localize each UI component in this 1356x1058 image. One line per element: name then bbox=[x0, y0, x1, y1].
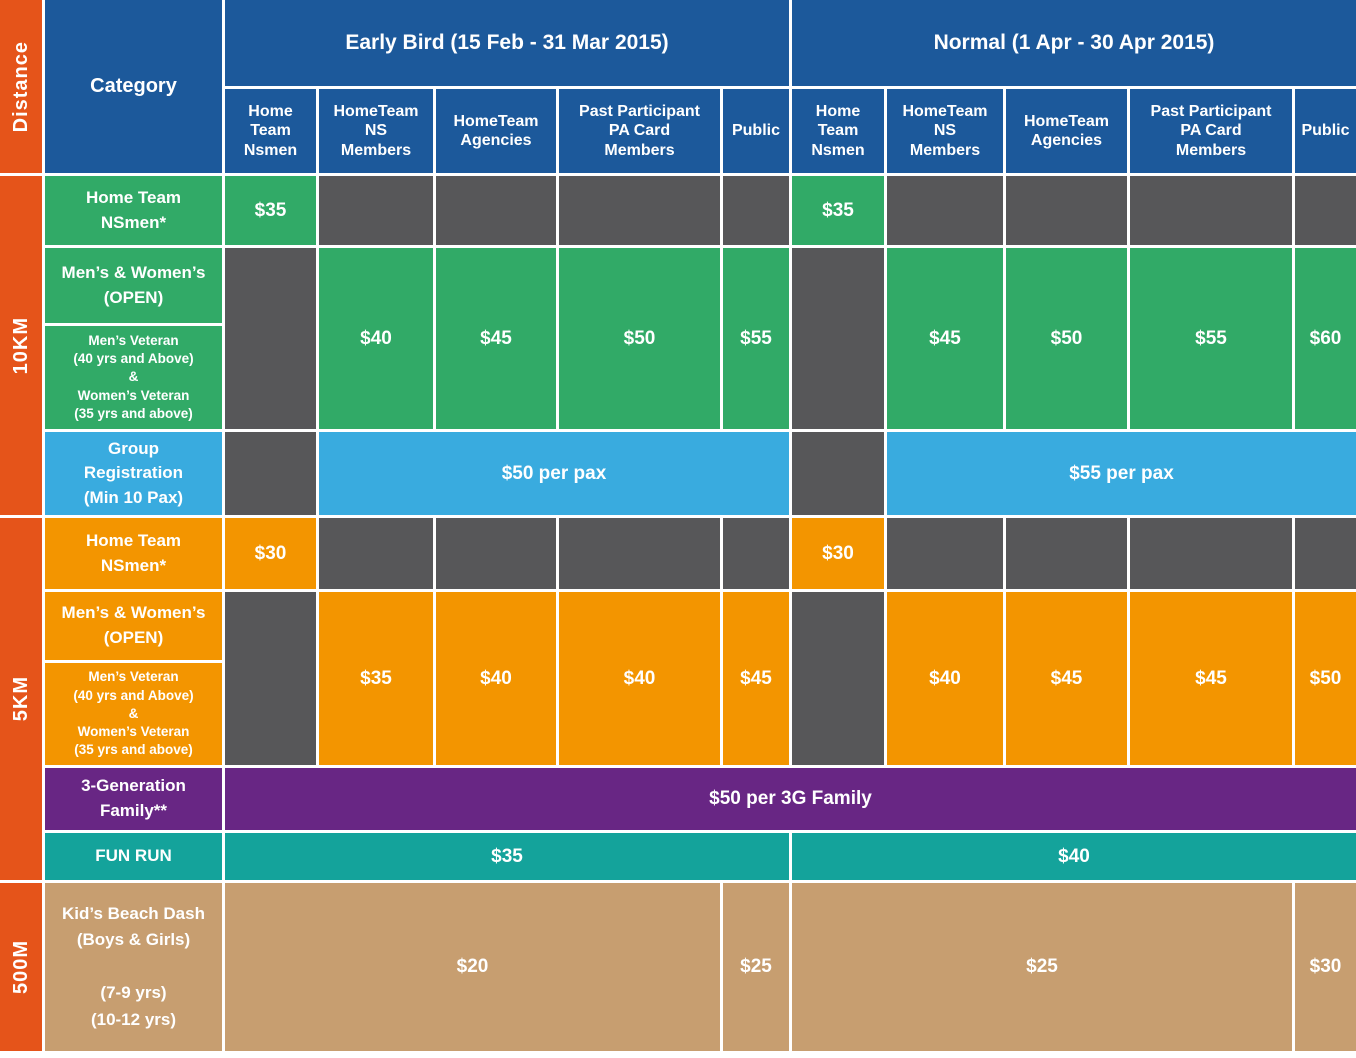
empty-cell bbox=[887, 176, 1003, 245]
price-10km-eb-group-registration: $50 per pax bbox=[319, 432, 789, 515]
price-5km-n-fun-run: $40 bbox=[792, 833, 1356, 880]
price-5km-3gen-family: $50 per 3G Family bbox=[225, 768, 1356, 830]
group-header-normal: Normal (1 Apr - 30 Apr 2015) bbox=[792, 0, 1356, 86]
price-5km-eb-fun-run: $35 bbox=[225, 833, 789, 880]
price-10km-eb-past-participant: $50 bbox=[559, 248, 720, 429]
category-10km-nsmen: Home Team NSmen* bbox=[45, 176, 222, 245]
price-500m-eb-kids: $20 bbox=[225, 883, 720, 1051]
empty-cell bbox=[436, 176, 556, 245]
price-5km-n-nsmen: $30 bbox=[792, 518, 884, 589]
price-5km-n-public: $50 bbox=[1295, 592, 1356, 765]
category-10km-group-registration: Group Registration (Min 10 Pax) bbox=[45, 432, 222, 515]
empty-cell bbox=[559, 176, 720, 245]
category-5km-open: Men’s & Women’s (OPEN) bbox=[45, 592, 222, 660]
price-5km-n-past-participant: $45 bbox=[1130, 592, 1292, 765]
distance-500m: 500M bbox=[0, 883, 42, 1051]
price-5km-eb-nsmen: $30 bbox=[225, 518, 316, 589]
category-5km-3gen-family: 3-Generation Family** bbox=[45, 768, 222, 830]
empty-cell bbox=[723, 176, 789, 245]
col-header-eb-hometeam-nsmen: Home Team Nsmen bbox=[225, 89, 316, 173]
empty-cell bbox=[887, 518, 1003, 589]
empty-cell bbox=[1130, 518, 1292, 589]
distance-10km: 10KM bbox=[0, 176, 42, 515]
col-header-eb-past-participant: Past Participant PA Card Members bbox=[559, 89, 720, 173]
category-5km-fun-run: FUN RUN bbox=[45, 833, 222, 880]
col-header-n-public: Public bbox=[1295, 89, 1356, 173]
col-header-eb-ns-members: HomeTeam NS Members bbox=[319, 89, 433, 173]
price-10km-eb-ns-members: $40 bbox=[319, 248, 433, 429]
distance-500m-label: 500M bbox=[9, 939, 32, 995]
empty-cell bbox=[723, 518, 789, 589]
distance-header: Distance bbox=[0, 0, 42, 173]
price-500m-n-public-kids: $30 bbox=[1295, 883, 1356, 1051]
price-10km-n-nsmen: $35 bbox=[792, 176, 884, 245]
category-header: Category bbox=[45, 0, 222, 173]
empty-cell bbox=[792, 432, 884, 515]
empty-cell bbox=[1130, 176, 1292, 245]
category-5km-veteran: Men’s Veteran (40 yrs and Above) & Women… bbox=[45, 663, 222, 765]
empty-cell bbox=[792, 248, 884, 429]
category-10km-open: Men’s & Women’s (OPEN) bbox=[45, 248, 222, 323]
distance-header-label: Distance bbox=[9, 40, 32, 133]
empty-cell bbox=[436, 518, 556, 589]
price-5km-eb-past-participant: $40 bbox=[559, 592, 720, 765]
category-5km-nsmen: Home Team NSmen* bbox=[45, 518, 222, 589]
col-header-n-agencies: HomeTeam Agencies bbox=[1006, 89, 1127, 173]
empty-cell bbox=[1006, 518, 1127, 589]
distance-5km: 5KM bbox=[0, 518, 42, 880]
col-header-n-ns-members: HomeTeam NS Members bbox=[887, 89, 1003, 173]
category-10km-veteran: Men’s Veteran (40 yrs and Above) & Women… bbox=[45, 326, 222, 429]
empty-cell bbox=[1295, 176, 1356, 245]
col-header-eb-public: Public bbox=[723, 89, 789, 173]
price-10km-n-public: $60 bbox=[1295, 248, 1356, 429]
col-header-eb-agencies: HomeTeam Agencies bbox=[436, 89, 556, 173]
price-10km-n-agencies: $50 bbox=[1006, 248, 1127, 429]
col-header-n-past-participant: Past Participant PA Card Members bbox=[1130, 89, 1292, 173]
empty-cell bbox=[225, 248, 316, 429]
empty-cell bbox=[792, 592, 884, 765]
empty-cell bbox=[1006, 176, 1127, 245]
distance-10km-label: 10KM bbox=[9, 316, 32, 375]
price-5km-n-agencies: $45 bbox=[1006, 592, 1127, 765]
distance-5km-label: 5KM bbox=[9, 676, 32, 722]
price-5km-eb-ns-members: $35 bbox=[319, 592, 433, 765]
empty-cell bbox=[225, 592, 316, 765]
price-5km-n-ns-members: $40 bbox=[887, 592, 1003, 765]
empty-cell bbox=[319, 518, 433, 589]
price-10km-n-ns-members: $45 bbox=[887, 248, 1003, 429]
category-500m-kids-beach-dash: Kid’s Beach Dash (Boys & Girls) (7-9 yrs… bbox=[45, 883, 222, 1051]
empty-cell bbox=[319, 176, 433, 245]
empty-cell bbox=[1295, 518, 1356, 589]
price-5km-eb-public: $45 bbox=[723, 592, 789, 765]
price-500m-n-kids: $25 bbox=[792, 883, 1292, 1051]
price-10km-eb-agencies: $45 bbox=[436, 248, 556, 429]
price-5km-eb-agencies: $40 bbox=[436, 592, 556, 765]
price-10km-n-group-registration: $55 per pax bbox=[887, 432, 1356, 515]
price-10km-eb-public: $55 bbox=[723, 248, 789, 429]
price-10km-eb-nsmen: $35 bbox=[225, 176, 316, 245]
group-header-early-bird: Early Bird (15 Feb - 31 Mar 2015) bbox=[225, 0, 789, 86]
col-header-n-hometeam-nsmen: Home Team Nsmen bbox=[792, 89, 884, 173]
price-10km-n-past-participant: $55 bbox=[1130, 248, 1292, 429]
empty-cell bbox=[559, 518, 720, 589]
empty-cell bbox=[225, 432, 316, 515]
price-500m-eb-public-kids: $25 bbox=[723, 883, 789, 1051]
